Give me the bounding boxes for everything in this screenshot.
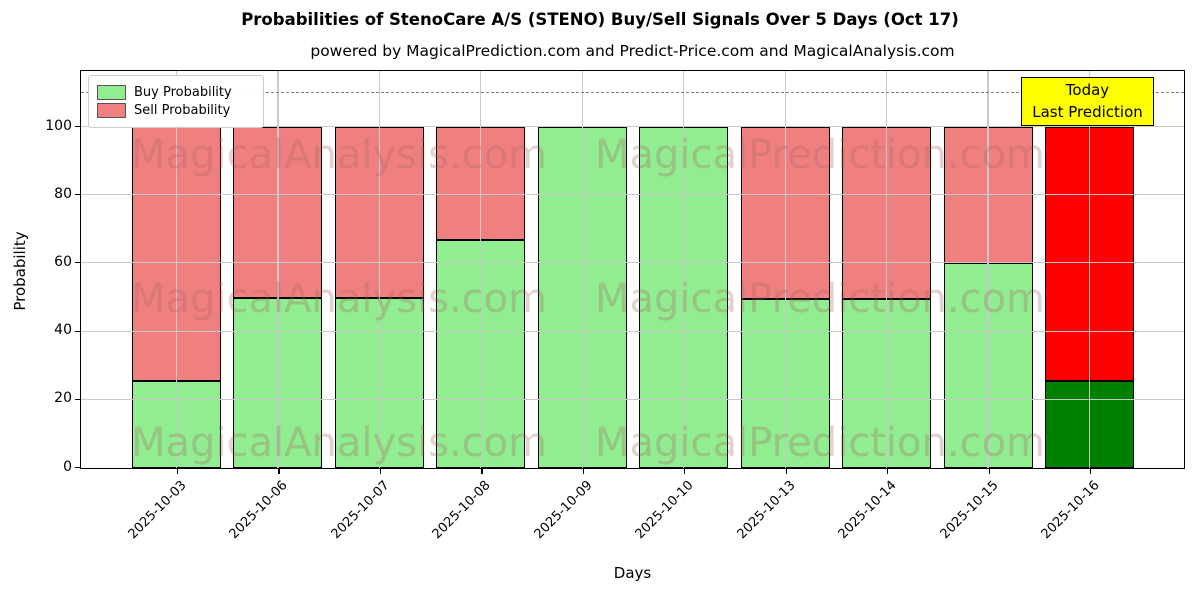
y-axis-tick: [75, 330, 80, 332]
legend-item-label: Sell Probability: [134, 103, 231, 118]
y-tick-label: 20: [54, 390, 72, 407]
x-axis-tick: [887, 469, 889, 474]
x-axis-tick: [481, 469, 483, 474]
legend-item-label: Buy Probability: [134, 85, 232, 100]
y-axis-tick: [75, 466, 80, 469]
legend: Buy Probability Sell Probability: [88, 75, 264, 128]
gridline-v: [175, 71, 178, 468]
y-axis-tick: [75, 194, 80, 196]
gridline-v: [277, 71, 279, 468]
x-axis-tick: [278, 469, 280, 474]
gridline-v: [987, 71, 989, 468]
sell-legend-swatch: [97, 103, 126, 118]
gridline-v: [885, 71, 888, 468]
gridline-v: [683, 71, 685, 468]
legend-item: Sell Probability: [97, 103, 255, 118]
gridline-h-40: [81, 330, 1184, 332]
gridline-h-100: [81, 126, 1184, 127]
y-axis-tick: [75, 262, 80, 264]
y-axis-label: Probability: [11, 231, 29, 311]
x-axis-tick: [684, 469, 686, 474]
gridline-v: [378, 71, 380, 468]
gridline-v: [1088, 71, 1091, 468]
today-annotation: Today Last Prediction: [1021, 77, 1154, 126]
gridline-h-20: [81, 398, 1184, 400]
legend-item: Buy Probability: [97, 85, 255, 100]
x-axis-tick: [988, 469, 990, 474]
x-axis-tick: [177, 469, 179, 474]
y-tick-label: 80: [54, 185, 72, 202]
dashed-threshold-line: [81, 91, 1184, 93]
x-axis-tick: [785, 469, 787, 474]
gridline-h-60: [81, 262, 1184, 264]
chart-subtitle: powered by MagicalPrediction.com and Pre…: [310, 42, 955, 60]
gridline-v: [480, 71, 482, 468]
today-annotation-line2: Last Prediction: [1032, 102, 1143, 121]
y-tick-label: 100: [45, 117, 72, 134]
chart-title: Probabilities of StenoCare A/S (STENO) B…: [241, 10, 959, 29]
y-axis-tick: [75, 125, 80, 128]
y-tick-label: 40: [54, 322, 72, 339]
today-annotation-line1: Today: [1065, 80, 1110, 99]
buy-legend-swatch: [97, 85, 126, 100]
gridline-v: [784, 71, 786, 468]
gridline-v: [581, 71, 583, 468]
plot-area: Buy Probability Sell Probability Today La…: [80, 70, 1185, 469]
y-axis-tick: [75, 398, 80, 400]
x-axis-label: Days: [613, 564, 652, 582]
gridline-h-80: [81, 194, 1184, 196]
x-axis-tick: [379, 469, 382, 474]
y-tick-label: 60: [54, 253, 72, 270]
y-tick-label: 0: [63, 458, 72, 475]
x-axis-tick: [582, 469, 584, 474]
x-axis-tick: [1089, 469, 1092, 474]
